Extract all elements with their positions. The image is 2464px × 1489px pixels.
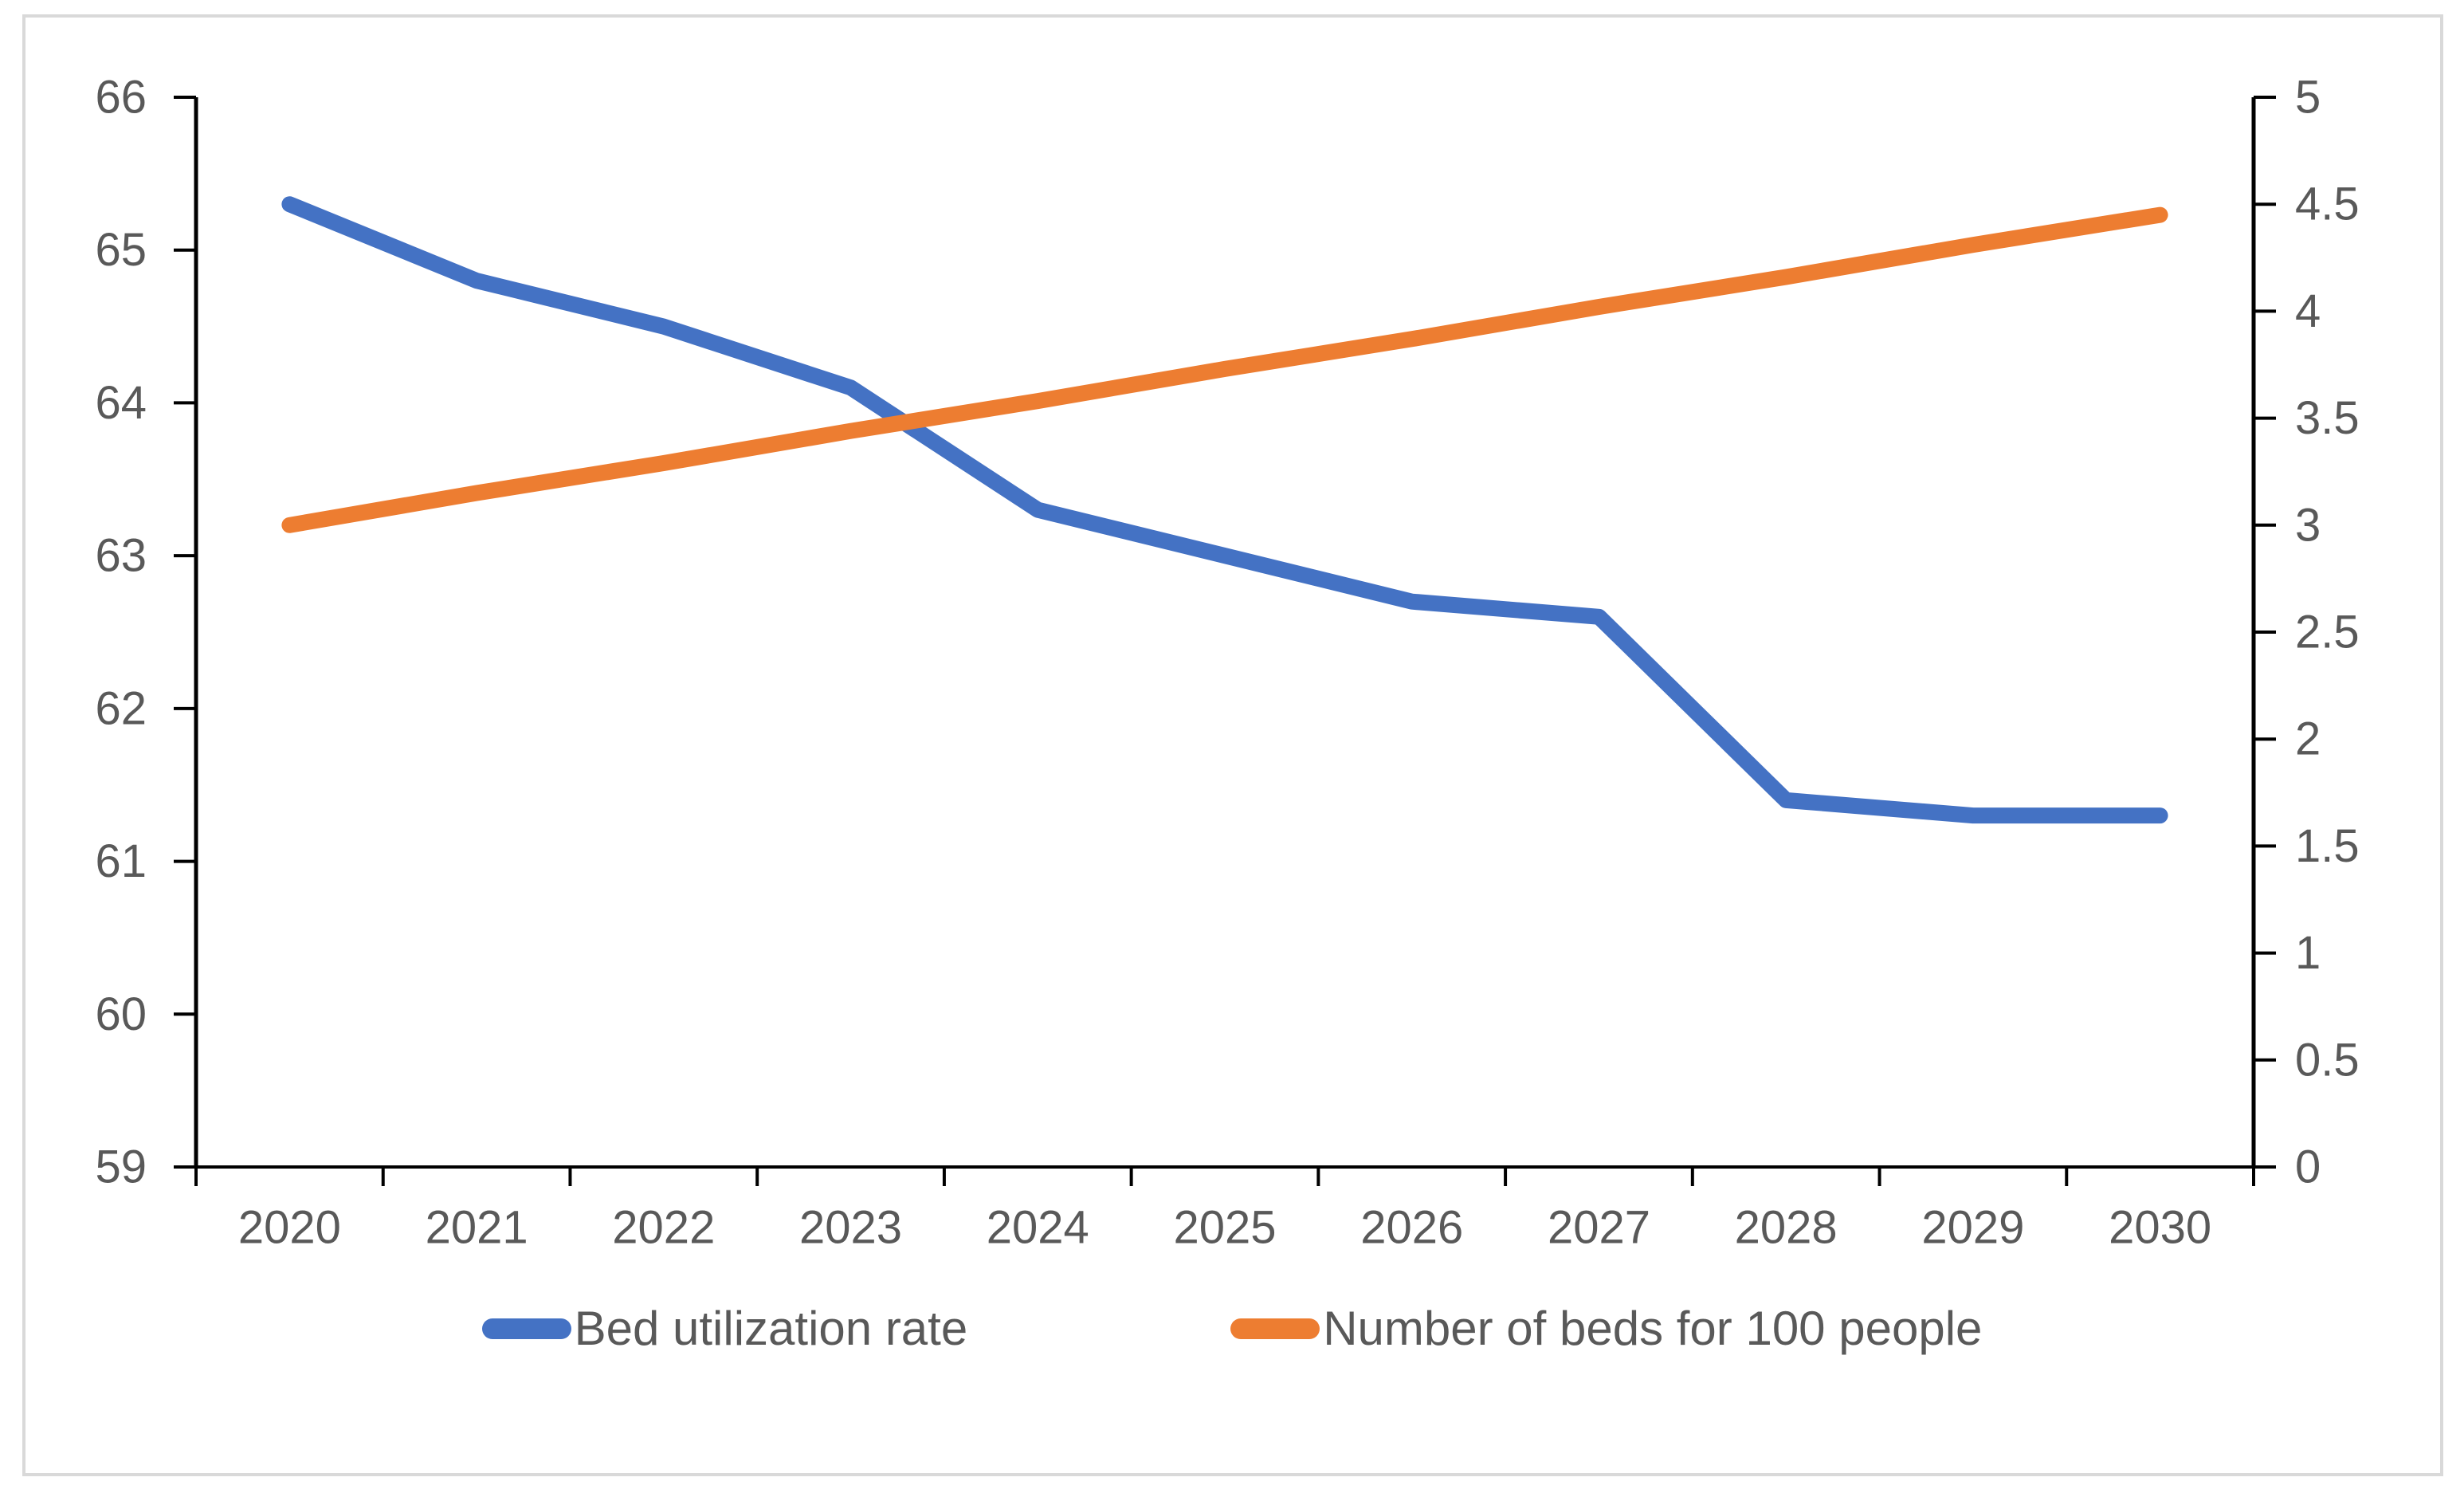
left-axis-tick-label: 65	[95, 224, 147, 276]
x-axis-tick-label: 2029	[1921, 1202, 2024, 1254]
right-axis-tick-label: 0.5	[2295, 1034, 2360, 1086]
legend-item-number-of-beds: Number of beds for 100 people	[1230, 1301, 1982, 1356]
left-axis-tick-label: 61	[95, 835, 147, 887]
legend-label-bed-utilization-rate: Bed utilization rate	[574, 1302, 968, 1355]
chart-legend: Bed utilization rate Number of beds for …	[0, 1301, 2464, 1356]
right-axis-tick-label: 3	[2295, 499, 2321, 551]
x-axis-tick-label: 2028	[1735, 1202, 1838, 1254]
x-axis-tick-label: 2022	[612, 1202, 715, 1254]
right-axis-tick-label: 0	[2295, 1141, 2321, 1193]
right-axis-tick-label: 1.5	[2295, 820, 2360, 872]
series-line-bed-utilization-rate	[281, 196, 2168, 824]
legend-swatch-blue-line	[481, 1318, 571, 1339]
x-axis-tick-label: 2030	[2109, 1202, 2211, 1254]
x-axis-tick-label: 2023	[799, 1202, 902, 1254]
legend-swatch-orange-line	[1230, 1318, 1320, 1339]
left-axis-tick-label: 59	[95, 1141, 147, 1193]
x-axis-tick-label: 2026	[1360, 1202, 1463, 1254]
right-axis-tick-label: 3.5	[2295, 392, 2360, 444]
x-axis-tick-label: 2027	[1548, 1202, 1650, 1254]
left-axis-tick-label: 62	[95, 682, 147, 734]
x-axis-tick-label: 2025	[1173, 1202, 1276, 1254]
left-axis-tick-label: 64	[95, 377, 147, 429]
right-axis-tick-label: 2	[2295, 713, 2321, 765]
left-axis-tick-label: 66	[95, 72, 147, 124]
x-axis-tick-label: 2024	[987, 1202, 1089, 1254]
legend-item-bed-utilization-rate: Bed utilization rate	[481, 1301, 968, 1356]
legend-label-number-of-beds: Number of beds for 100 people	[1323, 1302, 1983, 1355]
left-axis-tick-label: 63	[95, 530, 147, 582]
x-axis-tick-label: 2021	[426, 1202, 528, 1254]
x-axis-tick-label: 2020	[238, 1202, 341, 1254]
series-line-number-of-beds-for-100-people	[281, 206, 2168, 533]
right-axis-tick-label: 4.5	[2295, 179, 2360, 230]
right-axis-tick-label: 2.5	[2295, 607, 2360, 658]
right-axis-tick-label: 1	[2295, 927, 2321, 979]
right-axis-tick-label: 5	[2295, 72, 2321, 124]
left-axis-tick-label: 60	[95, 988, 147, 1040]
right-axis-tick-label: 4	[2295, 285, 2321, 337]
